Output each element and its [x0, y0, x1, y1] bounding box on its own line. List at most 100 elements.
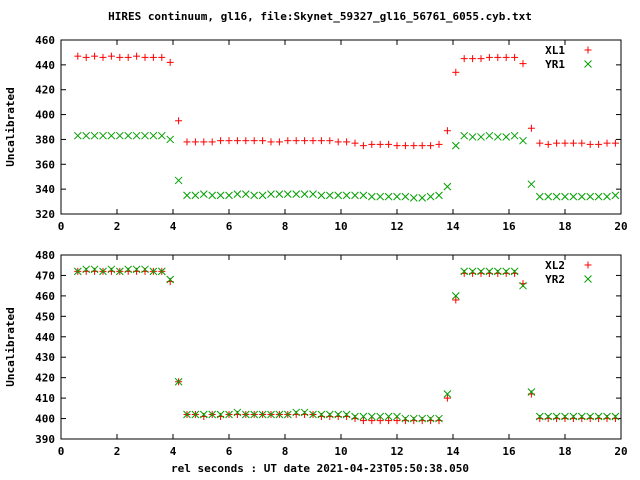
point-yr2-48	[477, 267, 485, 276]
legend-label-xl2: XL2	[545, 259, 565, 272]
x-tick-label-1-3: 6	[226, 445, 233, 458]
point-yr1-27-d2	[300, 190, 309, 198]
y-tick-label-0-5: 420	[35, 84, 55, 97]
point-xl1-17	[217, 137, 225, 145]
point-yr2-48-d2	[477, 267, 485, 276]
point-yr1-52-d2	[510, 131, 519, 140]
point-yr1-4-d2	[107, 131, 116, 140]
point-xl1-44	[443, 127, 451, 135]
point-yr1-28-d2	[309, 190, 317, 198]
point-xl1-43	[435, 140, 443, 148]
point-yr1-56-d2	[544, 192, 553, 201]
point-yr2-26	[292, 408, 301, 417]
point-yr1-5	[115, 131, 124, 140]
point-yr2-35-d2	[367, 412, 376, 421]
legend-label-yr2: YR2	[545, 273, 565, 286]
point-yr1-10-d2	[157, 131, 166, 140]
point-yr2-57	[552, 412, 561, 421]
point-yr1-5-d2	[115, 131, 124, 140]
point-yr2-7	[132, 265, 141, 274]
point-yr1-33-d2	[351, 191, 359, 200]
y-tick-label-1-8: 470	[35, 269, 55, 282]
point-yr2-11	[166, 275, 175, 284]
y-tick-label-1-7: 460	[35, 290, 55, 303]
y-tick-label-0-4: 400	[35, 109, 55, 122]
point-yr1-2	[90, 131, 99, 140]
point-yr1-20-d2	[241, 190, 250, 198]
x-tick-label-0-0: 0	[58, 220, 65, 233]
point-yr2-14-d2	[191, 410, 200, 419]
point-yr2-55-d2	[535, 412, 544, 421]
point-yr1-59-d2	[569, 192, 578, 201]
point-yr1-50-d2	[493, 133, 502, 141]
point-yr2-43-d2	[435, 414, 443, 423]
point-yr1-23	[267, 190, 275, 198]
x-axis-label: rel seconds : UT date 2021-04-23T05:50:3…	[170, 462, 469, 475]
point-xl2-36	[376, 417, 384, 425]
point-yr1-21	[250, 191, 259, 200]
point-xl2-38	[393, 417, 401, 425]
point-yr1-11	[166, 135, 175, 144]
point-yr1-20	[241, 190, 250, 198]
point-yr2-52-d2	[510, 267, 519, 276]
series-xl1	[74, 52, 619, 150]
point-yr1-58	[561, 192, 569, 201]
point-xl1-9	[149, 53, 157, 61]
point-yr2-24	[275, 410, 284, 419]
point-xl2-34	[359, 417, 367, 425]
point-xl1-41	[418, 142, 426, 150]
x-tick-label-1-4: 8	[282, 445, 289, 458]
point-xl1-26	[292, 137, 300, 145]
point-yr1-15	[199, 190, 208, 198]
point-yr1-54-d2	[527, 180, 536, 189]
x-tick-label-1-2: 4	[170, 445, 177, 458]
point-xl1-37	[385, 140, 393, 148]
point-xl1-49	[485, 53, 493, 61]
point-xl1-57	[553, 139, 561, 147]
x-tick-label-1-7: 14	[446, 445, 460, 458]
point-yr2-8	[141, 265, 149, 274]
point-yr1-31	[334, 191, 343, 200]
y-tick-label-1-2: 410	[35, 392, 55, 405]
point-yr1-1	[82, 131, 91, 140]
point-yr1-17	[216, 191, 225, 200]
point-yr2-42-d2	[426, 414, 435, 423]
point-yr1-60-d2	[577, 192, 586, 201]
point-xl1-61	[586, 140, 594, 148]
point-xl1-56	[544, 140, 552, 148]
point-yr1-9-d2	[149, 131, 158, 140]
series-yr2	[73, 265, 620, 423]
point-yr2-62-d2	[594, 412, 603, 421]
point-yr2-51-d2	[502, 267, 511, 276]
point-yr2-50	[493, 267, 502, 276]
point-xl1-59	[569, 139, 577, 147]
point-yr2-50-d2	[493, 267, 502, 276]
point-yr1-19	[233, 190, 242, 198]
point-yr1-55	[535, 192, 544, 201]
point-xl1-58	[561, 139, 569, 147]
point-xl1-53	[519, 60, 527, 68]
point-yr1-35	[367, 192, 376, 201]
point-yr2-61	[586, 412, 595, 421]
point-yr2-59-d2	[569, 412, 578, 421]
point-yr2-54	[527, 388, 536, 396]
point-yr1-44	[443, 182, 452, 191]
point-yr2-31	[334, 410, 343, 419]
point-yr1-48	[477, 133, 485, 141]
point-yr2-53-d2	[519, 281, 527, 290]
point-yr1-8-d2	[141, 131, 149, 140]
point-yr2-45	[451, 292, 460, 300]
point-yr2-41-d2	[418, 414, 427, 423]
point-yr1-9	[149, 131, 158, 140]
point-xl1-13	[183, 138, 191, 146]
point-xl1-21	[250, 137, 258, 145]
point-yr1-2-d2	[90, 131, 99, 140]
y-tick-label-1-0: 390	[35, 433, 55, 446]
point-yr1-26	[292, 190, 301, 198]
y-axis-label-1: Uncalibrated	[4, 307, 17, 386]
point-yr1-38	[393, 192, 401, 201]
point-yr2-16-d2	[208, 410, 217, 419]
point-yr2-64	[611, 412, 620, 421]
point-yr2-36	[376, 412, 385, 421]
point-yr2-20	[241, 410, 250, 419]
